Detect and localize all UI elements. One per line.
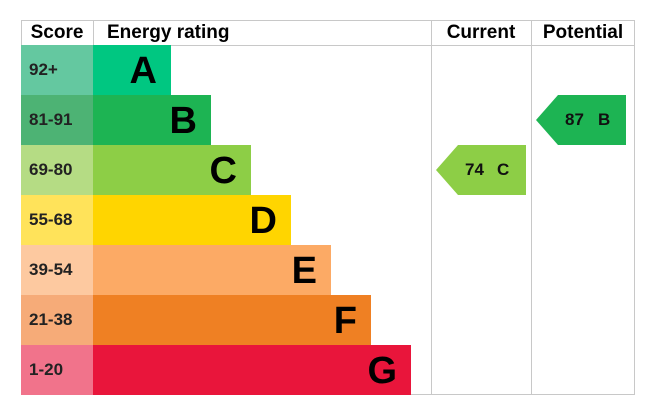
rating-band-e: E	[93, 245, 331, 295]
header-potential: Potential	[542, 22, 624, 43]
current-rating-value: 74	[465, 160, 484, 179]
potential-rating-band: B	[598, 110, 611, 129]
rating-band-b: B	[93, 95, 211, 145]
rating-band-d: D	[93, 195, 291, 245]
rating-band-f: F	[93, 295, 371, 345]
score-range-g: 1-20	[21, 345, 93, 395]
header-energy-rating: Energy rating	[107, 22, 230, 43]
score-range-b: 81-91	[21, 95, 93, 145]
band-letter-g: G	[367, 350, 397, 392]
epc-chart: Score Energy rating Current Potential 92…	[21, 20, 635, 395]
rating-band-a: A	[93, 45, 171, 95]
current-rating-badge: 74 C	[436, 145, 526, 195]
rating-band-g: G	[93, 345, 411, 395]
band-letter-c: C	[209, 150, 237, 192]
band-letter-d: D	[249, 200, 277, 242]
header-bottom-line	[21, 45, 635, 46]
rating-band-c: C	[93, 145, 251, 195]
frame-right-line	[634, 20, 635, 395]
current-left-line	[431, 20, 432, 395]
current-arrow-shape	[436, 145, 526, 195]
header-current: Current	[446, 22, 516, 43]
score-range-e: 39-54	[21, 245, 93, 295]
rating-row-e: 39-54 E	[21, 245, 431, 295]
current-rating-band: C	[497, 160, 510, 179]
potential-left-line	[531, 20, 532, 395]
score-range-c: 69-80	[21, 145, 93, 195]
frame-top-line	[21, 20, 635, 21]
band-letter-e: E	[291, 250, 317, 292]
score-range-d: 55-68	[21, 195, 93, 245]
header-score: Score	[30, 22, 84, 43]
rating-row-b: 81-91 B	[21, 95, 431, 145]
score-range-a: 92+	[21, 45, 93, 95]
band-letter-b: B	[169, 100, 197, 142]
potential-rating-value: 87	[565, 110, 584, 129]
potential-rating-badge: 87 B	[536, 95, 626, 145]
rating-row-d: 55-68 D	[21, 195, 431, 245]
band-letter-a: A	[129, 50, 157, 92]
band-letter-f: F	[333, 300, 357, 342]
rating-row-a: 92+ A	[21, 45, 431, 95]
rating-row-f: 21-38 F	[21, 295, 431, 345]
rating-row-c: 69-80 C	[21, 145, 431, 195]
potential-arrow-shape	[536, 95, 626, 145]
score-range-f: 21-38	[21, 295, 93, 345]
score-divider-line	[93, 20, 94, 45]
rating-row-g: 1-20 G	[21, 345, 431, 395]
